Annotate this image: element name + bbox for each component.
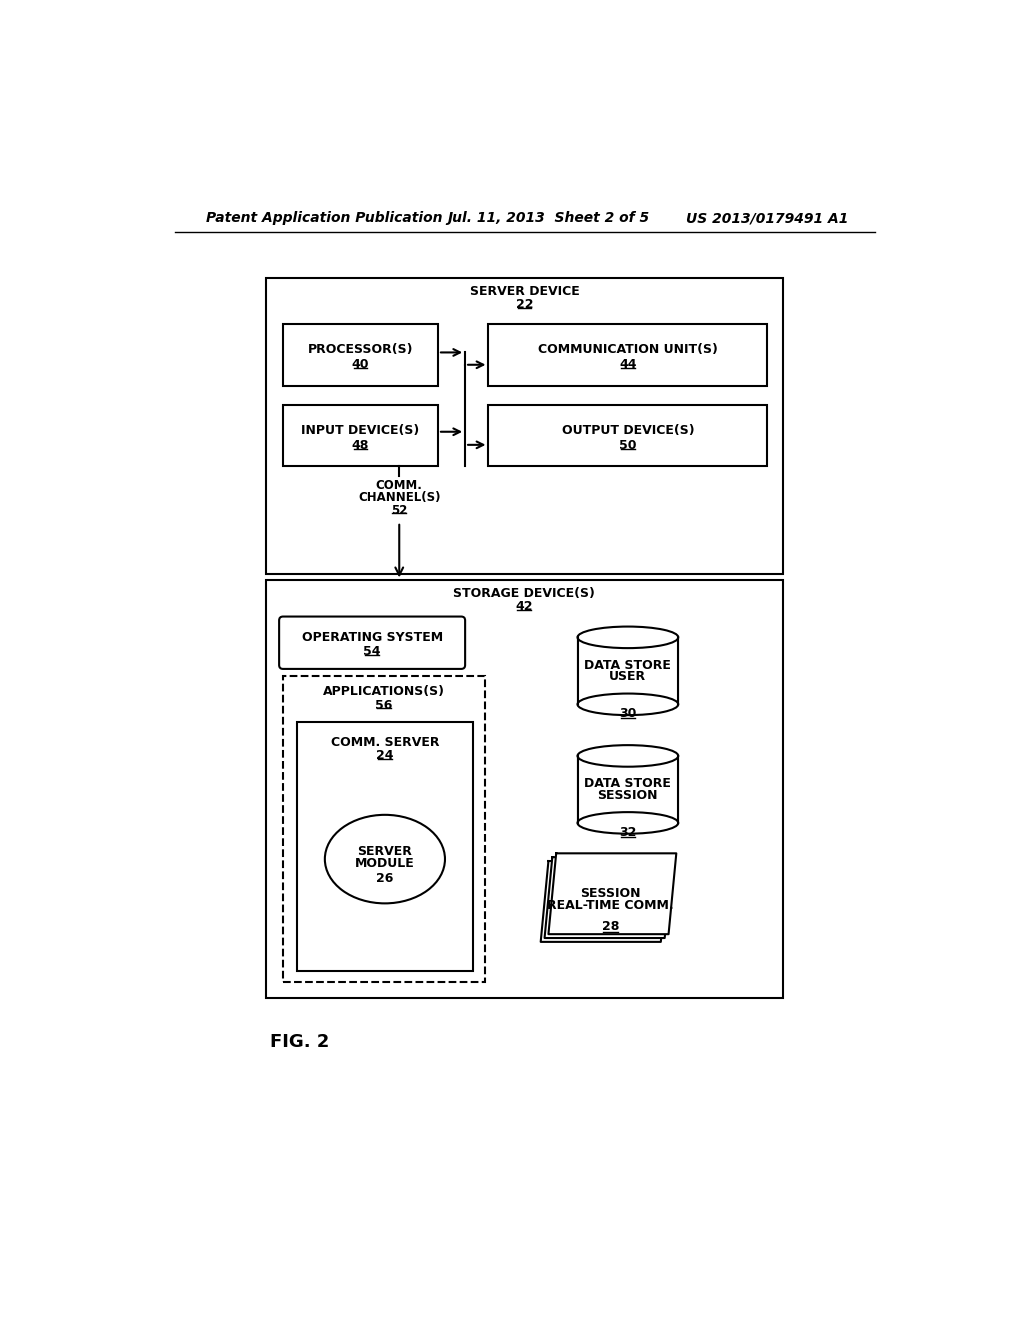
Text: COMM. SERVER: COMM. SERVER <box>331 735 439 748</box>
Text: CHANNEL(S): CHANNEL(S) <box>358 491 440 504</box>
Text: Patent Application Publication: Patent Application Publication <box>206 211 442 226</box>
Bar <box>488 405 767 466</box>
Text: 50: 50 <box>620 440 637 453</box>
Text: 28: 28 <box>602 920 620 933</box>
Bar <box>283 676 484 982</box>
Bar <box>578 638 678 705</box>
Text: SESSION: SESSION <box>598 788 658 801</box>
Text: Jul. 11, 2013  Sheet 2 of 5: Jul. 11, 2013 Sheet 2 of 5 <box>447 211 649 226</box>
Text: INPUT DEVICE(S): INPUT DEVICE(S) <box>301 424 420 437</box>
Text: 44: 44 <box>620 358 637 371</box>
Ellipse shape <box>578 627 678 648</box>
Polygon shape <box>545 857 673 939</box>
Polygon shape <box>549 853 676 935</box>
Bar <box>266 581 783 998</box>
Text: REAL-TIME COMM.: REAL-TIME COMM. <box>547 899 674 912</box>
FancyBboxPatch shape <box>280 616 465 669</box>
Text: DATA STORE: DATA STORE <box>585 777 672 791</box>
Bar <box>578 638 678 704</box>
Text: 54: 54 <box>364 645 381 659</box>
Text: 56: 56 <box>375 698 392 711</box>
Bar <box>297 722 473 970</box>
Bar <box>488 323 767 385</box>
Text: PROCESSOR(S): PROCESSOR(S) <box>308 343 414 356</box>
Text: MODULE: MODULE <box>355 857 415 870</box>
Text: FIG. 2: FIG. 2 <box>270 1034 329 1051</box>
Text: OUTPUT DEVICE(S): OUTPUT DEVICE(S) <box>561 424 694 437</box>
Ellipse shape <box>578 812 678 834</box>
Text: 40: 40 <box>352 358 370 371</box>
Text: 22: 22 <box>516 298 534 312</box>
Text: 48: 48 <box>352 440 370 453</box>
Text: 42: 42 <box>516 601 534 612</box>
Text: COMM.: COMM. <box>376 479 423 492</box>
Bar <box>578 756 678 822</box>
Text: APPLICATIONS(S): APPLICATIONS(S) <box>323 685 444 698</box>
Text: 24: 24 <box>376 750 393 763</box>
Text: US 2013/0179491 A1: US 2013/0179491 A1 <box>686 211 848 226</box>
Ellipse shape <box>325 814 445 903</box>
Text: SESSION: SESSION <box>581 887 641 900</box>
Text: 30: 30 <box>620 708 637 721</box>
Bar <box>578 756 678 822</box>
Text: 32: 32 <box>620 825 637 838</box>
Text: COMMUNICATION UNIT(S): COMMUNICATION UNIT(S) <box>538 343 718 356</box>
Text: 52: 52 <box>391 504 408 517</box>
Text: STORAGE DEVICE(S): STORAGE DEVICE(S) <box>454 587 595 601</box>
Text: 26: 26 <box>376 871 393 884</box>
Text: DATA STORE: DATA STORE <box>585 659 672 672</box>
Text: OPERATING SYSTEM: OPERATING SYSTEM <box>301 631 442 644</box>
Bar <box>283 323 438 385</box>
Text: USER: USER <box>609 671 646 684</box>
Ellipse shape <box>578 744 678 767</box>
Text: SERVER: SERVER <box>357 845 413 858</box>
Text: SERVER DEVICE: SERVER DEVICE <box>470 285 580 298</box>
Bar <box>266 277 783 574</box>
Polygon shape <box>541 861 669 942</box>
Bar <box>283 405 438 466</box>
Ellipse shape <box>578 693 678 715</box>
